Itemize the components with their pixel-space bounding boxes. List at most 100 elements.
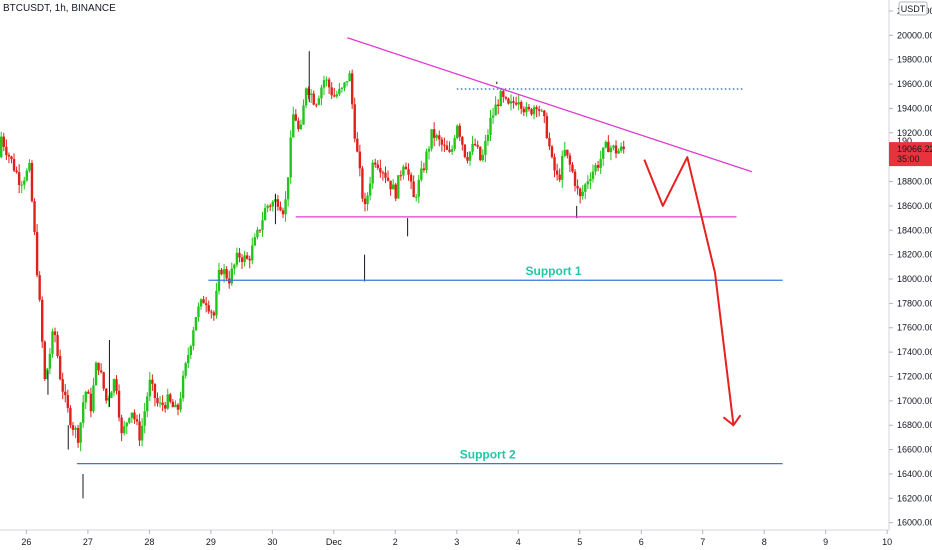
- candle-down: [512, 101, 515, 103]
- candle-up: [325, 79, 328, 81]
- candle-up: [612, 145, 615, 148]
- candle-up: [148, 379, 152, 397]
- price-tick-label: 17600.00: [897, 323, 932, 333]
- candle-down: [105, 388, 108, 401]
- candle-up: [94, 362, 98, 386]
- candle-down: [87, 391, 90, 394]
- price-tick-label: 20000.00: [897, 30, 932, 40]
- candle-up: [46, 368, 49, 380]
- candle-up: [253, 237, 257, 246]
- price-tick-label: 18800.00: [897, 177, 932, 187]
- candle-down: [507, 98, 510, 104]
- candle-down: [58, 356, 62, 380]
- candle-down: [476, 145, 479, 147]
- projection-path[interactable]: [643, 156, 735, 426]
- candle-up: [532, 107, 536, 115]
- candle-up: [74, 427, 77, 430]
- candle-up: [79, 422, 82, 443]
- candle-up: [619, 146, 623, 151]
- candle-up: [179, 398, 182, 410]
- candle-up: [92, 385, 95, 412]
- candle-up: [591, 171, 595, 179]
- candle-down: [102, 372, 105, 389]
- candle-down: [361, 168, 364, 199]
- candle-down: [248, 258, 251, 261]
- candle-up: [499, 90, 502, 107]
- candle-down: [2, 136, 5, 147]
- time-tick-label: 26: [21, 537, 31, 547]
- price-tick-label: 17200.00: [897, 371, 932, 381]
- candle-up: [430, 129, 433, 149]
- candle-up: [23, 180, 26, 185]
- support-label: Support 1: [526, 264, 582, 278]
- candle-up: [322, 80, 326, 88]
- current-price-value: 19066.22: [897, 144, 932, 154]
- candle-down: [548, 137, 551, 147]
- price-tick-label: 18200.00: [897, 250, 932, 260]
- trendline[interactable]: [347, 37, 753, 173]
- candle-down: [622, 146, 625, 150]
- candle-up: [540, 110, 543, 112]
- candle-down: [5, 146, 8, 155]
- candle-down: [279, 206, 282, 211]
- candle-up: [368, 183, 372, 196]
- candle-down: [276, 199, 280, 207]
- candle-down: [614, 145, 618, 154]
- time-tick-label: 2: [393, 537, 398, 547]
- candle-down: [578, 188, 582, 197]
- candle-down: [151, 379, 154, 384]
- candle-up: [517, 101, 520, 105]
- candle-up: [491, 115, 495, 118]
- candle-down: [176, 404, 180, 410]
- candle-up: [484, 140, 487, 155]
- price-tick-label: 16600.00: [897, 445, 932, 455]
- candle-up: [599, 158, 602, 168]
- candle-up: [128, 417, 131, 423]
- candle-down: [156, 397, 159, 404]
- candle-down: [571, 164, 574, 172]
- candle-up: [425, 151, 428, 171]
- candle-up: [143, 411, 146, 426]
- candle-down: [330, 87, 333, 96]
- candle-down: [35, 232, 39, 276]
- candle-down: [558, 174, 561, 180]
- candle-down: [550, 146, 554, 158]
- candle-down: [258, 229, 262, 231]
- candle-down: [99, 370, 103, 373]
- candle-up: [584, 184, 587, 192]
- partial-price-label: 190: [897, 136, 912, 146]
- candle-up: [112, 379, 116, 393]
- candle-up: [338, 88, 341, 95]
- candle-down: [384, 172, 387, 178]
- candle-up: [589, 178, 592, 182]
- candle-down: [543, 110, 546, 117]
- candle-up: [481, 154, 485, 161]
- candle-down: [412, 181, 415, 198]
- candle-up: [51, 331, 54, 354]
- currency-badge[interactable]: [898, 1, 928, 16]
- candle-down: [374, 162, 377, 165]
- candle-up: [450, 149, 454, 152]
- candle-down: [358, 151, 362, 169]
- candle-down: [394, 184, 397, 199]
- candle-up: [263, 208, 267, 221]
- candle-up: [48, 353, 52, 369]
- candle-up: [417, 179, 420, 197]
- candle-up: [453, 138, 456, 150]
- candle-up: [261, 220, 264, 230]
- candle-down: [448, 149, 451, 152]
- candle-up: [197, 306, 200, 318]
- candle-up: [284, 199, 287, 215]
- projection-arrowhead: [722, 414, 742, 427]
- candle-up: [184, 363, 187, 376]
- candle-down: [71, 425, 75, 430]
- candle-down: [530, 109, 533, 115]
- price-tick-label: 17400.00: [897, 347, 932, 357]
- candle-down: [350, 73, 354, 105]
- candle-down: [228, 278, 231, 284]
- candle-up: [256, 229, 259, 238]
- candle-up: [586, 181, 590, 185]
- candle-down: [161, 402, 164, 406]
